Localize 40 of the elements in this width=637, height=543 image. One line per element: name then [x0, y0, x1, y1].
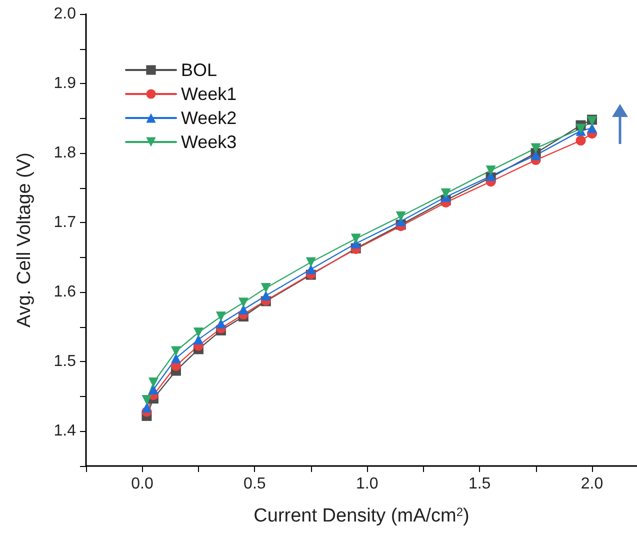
y-axis-title: Avg. Cell Voltage (V) — [14, 152, 35, 328]
point — [260, 282, 271, 293]
y-tick-label: 2.0 — [54, 6, 76, 22]
y-tick-label: 1.6 — [54, 284, 76, 301]
point — [170, 346, 181, 356]
x-tick-label: 1.5 — [468, 476, 491, 492]
point — [530, 143, 541, 154]
y-tick-label: 1.9 — [54, 75, 76, 92]
point — [350, 234, 361, 244]
x-tick-label: 0.5 — [244, 476, 266, 492]
y-tick-label: 1.7 — [54, 214, 76, 232]
point — [148, 378, 158, 388]
legend-label: Week1 — [181, 84, 237, 104]
y-tick-label: 1.5 — [54, 353, 76, 370]
point — [148, 384, 158, 395]
point — [440, 188, 451, 198]
point — [142, 402, 152, 413]
point — [306, 264, 316, 274]
point — [587, 123, 598, 134]
point — [238, 298, 248, 308]
point — [238, 304, 248, 315]
legend-label: Week2 — [181, 108, 237, 128]
point — [193, 327, 204, 338]
point — [576, 136, 586, 146]
point — [396, 211, 406, 222]
x-tick-label: 0.0 — [131, 476, 154, 492]
x-tick-label: 2.0 — [580, 476, 604, 492]
point — [193, 334, 204, 344]
y-tick-label: 1.8 — [54, 144, 76, 162]
legend-label: Week3 — [181, 132, 237, 152]
point — [216, 311, 226, 322]
point — [260, 290, 271, 301]
point — [142, 394, 152, 405]
point — [486, 165, 496, 176]
legend-label: BOL — [181, 60, 218, 80]
point — [306, 257, 316, 268]
point — [170, 353, 181, 364]
point — [216, 318, 226, 328]
y-tick-label: 1.4 — [54, 422, 76, 440]
x-tick-label: 1.0 — [356, 476, 378, 492]
